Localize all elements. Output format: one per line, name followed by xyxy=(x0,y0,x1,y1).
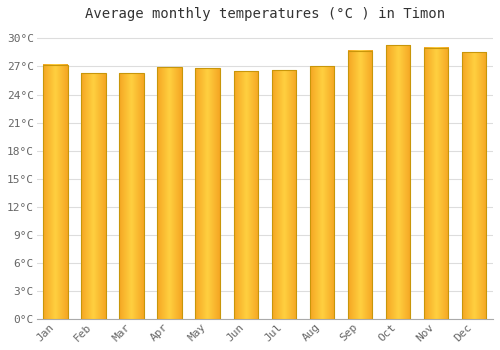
Bar xyxy=(196,68,220,319)
Title: Average monthly temperatures (°C ) in Timon: Average monthly temperatures (°C ) in Ti… xyxy=(85,7,445,21)
Bar xyxy=(82,73,106,319)
Bar xyxy=(386,45,410,319)
Bar xyxy=(272,70,296,319)
Bar xyxy=(462,52,486,319)
Bar xyxy=(424,48,448,319)
Bar xyxy=(158,68,182,319)
Bar xyxy=(120,73,144,319)
Bar xyxy=(348,50,372,319)
Bar xyxy=(234,71,258,319)
Bar xyxy=(44,65,68,319)
Bar xyxy=(310,66,334,319)
